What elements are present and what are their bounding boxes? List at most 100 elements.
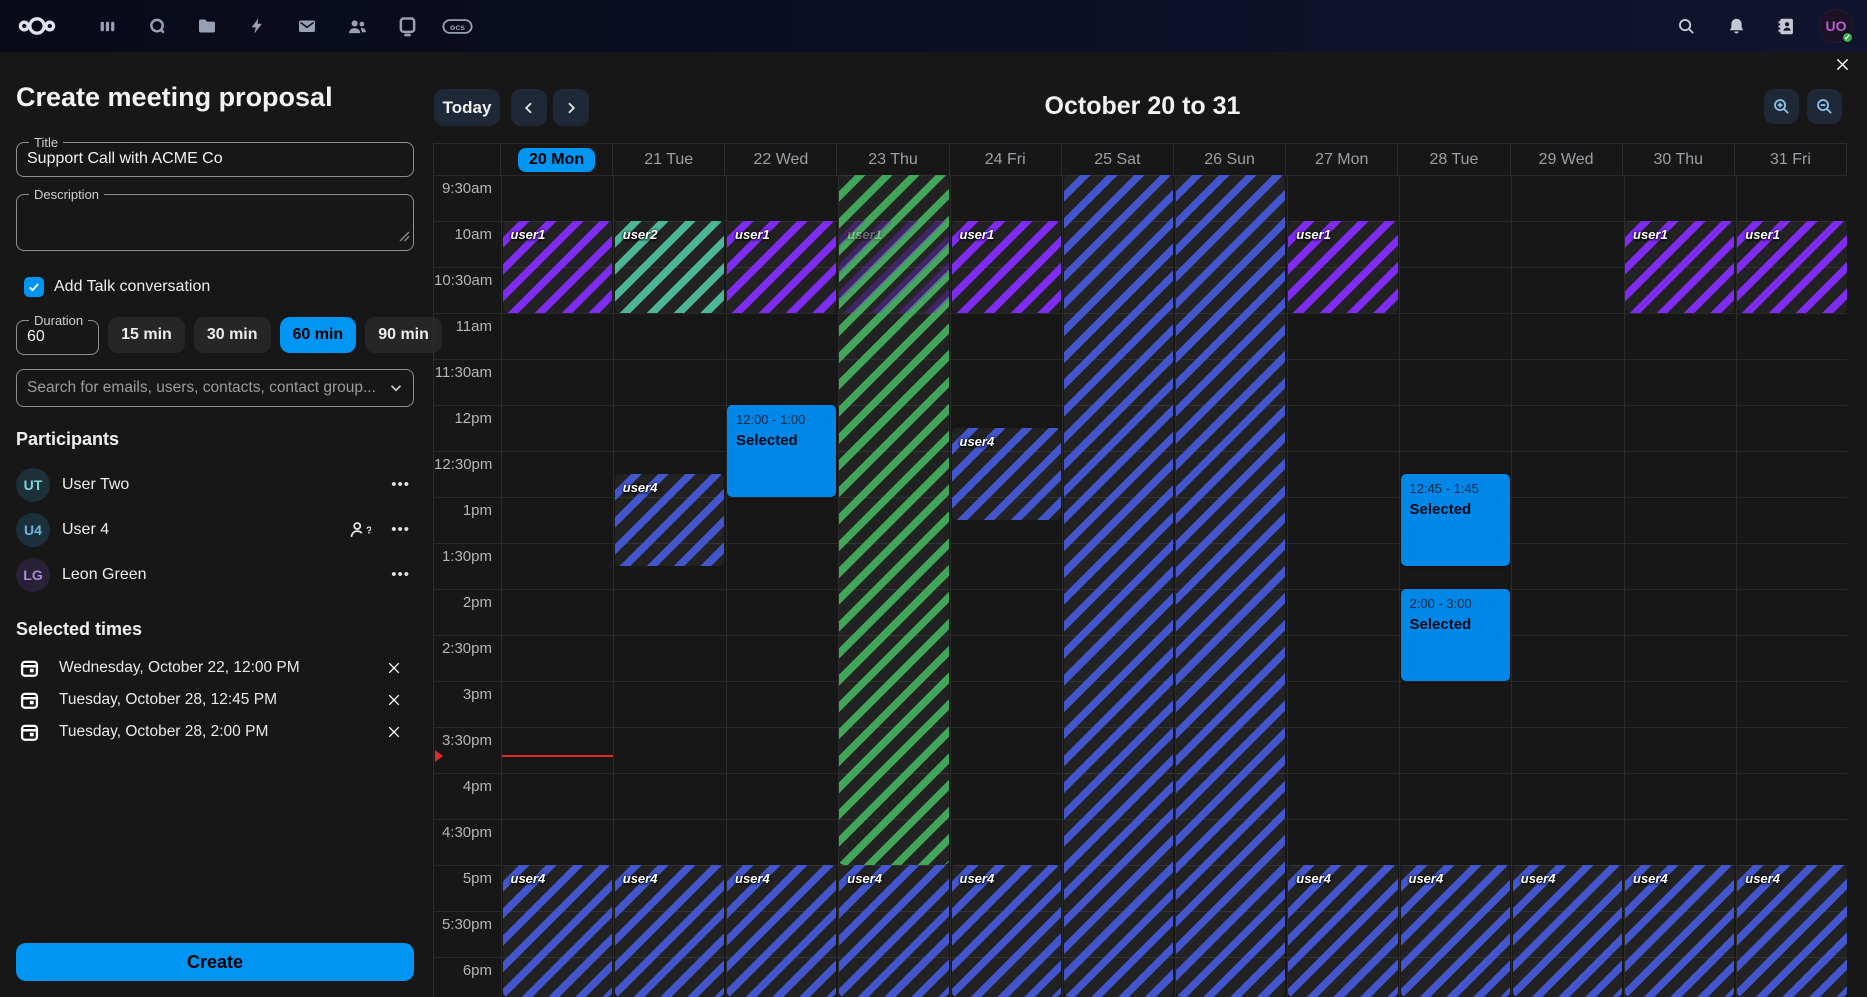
grid-column-line xyxy=(837,175,839,997)
time-label: 1pm xyxy=(462,502,492,519)
day-header-cell[interactable]: 27 Mon xyxy=(1286,144,1399,175)
day-header-cell[interactable]: 22 Wed xyxy=(725,144,838,175)
availability-event-user1[interactable]: user1 xyxy=(502,221,612,313)
svg-text:ocs: ocs xyxy=(450,21,465,31)
talk-checkbox-row[interactable]: Add Talk conversation xyxy=(24,277,414,297)
resize-grip-icon[interactable] xyxy=(399,229,410,247)
calendar-grid[interactable]: 9:30am 10am 10:30am 11am 11:30am 12pm 12:30pm 1… xyxy=(433,175,1847,997)
ocs-icon[interactable]: ocs xyxy=(432,0,482,52)
selected-time-block[interactable]: 12:00 - 1:00 Selected xyxy=(727,405,837,497)
participants-heading: Participants xyxy=(16,429,120,449)
availability-event-user4[interactable]: user4 xyxy=(614,865,724,997)
duration-preset-15-min[interactable]: 15 min xyxy=(108,317,185,353)
availability-event-user1[interactable]: user1 xyxy=(839,221,949,313)
participant-actions-menu[interactable]: ••• xyxy=(387,517,414,542)
availability-event-user1[interactable]: user1 xyxy=(1737,221,1847,313)
prev-week-button[interactable] xyxy=(511,89,547,126)
event-user-label: user1 xyxy=(847,227,882,242)
time-label: 3pm xyxy=(462,686,492,703)
day-header-cell[interactable]: 29 Wed xyxy=(1511,144,1623,175)
grid-column-line xyxy=(1286,175,1288,997)
availability-event-user1[interactable]: user1 xyxy=(1288,221,1398,313)
notifications-bell-icon[interactable] xyxy=(1715,0,1757,52)
participant-row: LG Leon Green ••• xyxy=(16,552,414,597)
day-header-cell[interactable]: 24 Fri xyxy=(950,144,1062,175)
day-header-cell[interactable]: 25 Sat xyxy=(1062,144,1174,175)
attendee-search-input[interactable] xyxy=(16,369,414,407)
selected-time-block[interactable]: 2:00 - 3:00 Selected xyxy=(1400,589,1510,681)
day-header-cell[interactable]: 26 Sun xyxy=(1174,144,1287,175)
availability-event[interactable] xyxy=(1176,175,1286,997)
day-header-cell[interactable]: 21 Tue xyxy=(613,144,726,175)
contacts-icon[interactable] xyxy=(332,0,382,52)
day-header-row: 20 Mon 21 Tue 22 Wed 23 Thu 24 Fri 25 Sat 26 S… xyxy=(433,143,1848,175)
day-header-cell[interactable]: 20 Mon xyxy=(501,144,614,175)
remove-time-icon[interactable] xyxy=(382,720,406,744)
contacts-menu-icon[interactable] xyxy=(1765,0,1807,52)
event-user-label: user1 xyxy=(1633,227,1668,242)
selected-time-row: Tuesday, October 28, 12:45 PM xyxy=(16,684,414,716)
day-header-cell[interactable]: 23 Thu xyxy=(837,144,950,175)
page-title: Create meeting proposal xyxy=(16,82,333,112)
selected-time-label: Wednesday, October 22, 12:00 PM xyxy=(59,659,300,676)
participant-actions-menu[interactable]: ••• xyxy=(387,472,414,497)
availability-event[interactable] xyxy=(1063,175,1173,997)
duration-preset-60-min[interactable]: 60 min xyxy=(279,317,357,353)
avatar[interactable]: UO ✓ xyxy=(1819,9,1854,44)
availability-event-user4[interactable]: user4 xyxy=(1400,865,1510,997)
availability-event-user1[interactable]: user1 xyxy=(951,221,1061,313)
availability-event-user4[interactable]: user4 xyxy=(951,865,1061,997)
description-input[interactable] xyxy=(27,202,403,236)
chevron-down-icon[interactable] xyxy=(387,379,405,402)
availability-event-user4[interactable]: user4 xyxy=(839,865,949,997)
event-user-label: user4 xyxy=(735,871,770,886)
search-icon[interactable] xyxy=(1665,0,1707,52)
participant-actions-menu[interactable]: ••• xyxy=(387,562,414,587)
description-field-label: Description xyxy=(34,187,100,202)
time-label: 4pm xyxy=(462,778,492,795)
dashboard-icon[interactable] xyxy=(82,0,132,52)
availability-event-user4[interactable]: user4 xyxy=(1625,865,1735,997)
availability-event-user1[interactable]: user1 xyxy=(1625,221,1735,313)
checkbox-checked-icon[interactable] xyxy=(24,277,44,297)
selected-block-title: Selected xyxy=(1409,501,1472,518)
availability-event-user4[interactable]: user4 xyxy=(1737,865,1847,997)
day-header-cell[interactable]: 30 Thu xyxy=(1623,144,1735,175)
close-icon[interactable] xyxy=(1834,56,1851,76)
create-button[interactable]: Create xyxy=(16,943,414,981)
zoom-in-icon[interactable] xyxy=(1764,89,1799,124)
availability-event[interactable] xyxy=(839,175,949,865)
availability-event-user4[interactable]: user4 xyxy=(1512,865,1622,997)
active-day-pill[interactable]: 20 Mon xyxy=(517,147,596,172)
remove-time-icon[interactable] xyxy=(382,656,406,680)
mail-icon[interactable] xyxy=(282,0,332,52)
day-header-cell[interactable]: 28 Tue xyxy=(1398,144,1511,175)
files-icon[interactable] xyxy=(182,0,232,52)
availability-event-user1[interactable]: user1 xyxy=(727,221,837,313)
calendar-icon[interactable] xyxy=(382,0,432,52)
availability-event-user2[interactable]: user2 xyxy=(614,221,724,313)
day-header-cell[interactable]: 31 Fri xyxy=(1735,144,1848,175)
time-label: 5:30pm xyxy=(441,916,492,933)
zoom-out-icon[interactable] xyxy=(1807,89,1842,124)
availability-event-user4[interactable]: user4 xyxy=(951,428,1061,520)
nextcloud-logo-icon[interactable] xyxy=(18,14,56,38)
search-app-icon[interactable] xyxy=(132,0,182,52)
selected-time-block[interactable]: 12:45 - 1:45 Selected xyxy=(1400,474,1510,566)
today-button[interactable]: Today xyxy=(434,89,500,126)
availability-event-user4[interactable]: user4 xyxy=(502,865,612,997)
duration-preset-30-min[interactable]: 30 min xyxy=(193,317,271,353)
title-input[interactable] xyxy=(27,150,403,168)
selected-block-title: Selected xyxy=(736,432,798,449)
availability-event-user4[interactable]: user4 xyxy=(1288,865,1398,997)
event-user-label: user4 xyxy=(1520,871,1556,886)
activity-icon[interactable] xyxy=(232,0,282,52)
duration-input[interactable] xyxy=(27,328,89,346)
availability-event-user4[interactable]: user4 xyxy=(614,474,724,566)
availability-event-user4[interactable]: user4 xyxy=(727,865,837,997)
remove-time-icon[interactable] xyxy=(382,688,406,712)
duration-preset-90-min[interactable]: 90 min xyxy=(365,317,442,353)
next-week-button[interactable] xyxy=(553,89,589,126)
event-user-label: user4 xyxy=(959,434,995,449)
selected-time-row: Wednesday, October 22, 12:00 PM xyxy=(16,652,414,684)
